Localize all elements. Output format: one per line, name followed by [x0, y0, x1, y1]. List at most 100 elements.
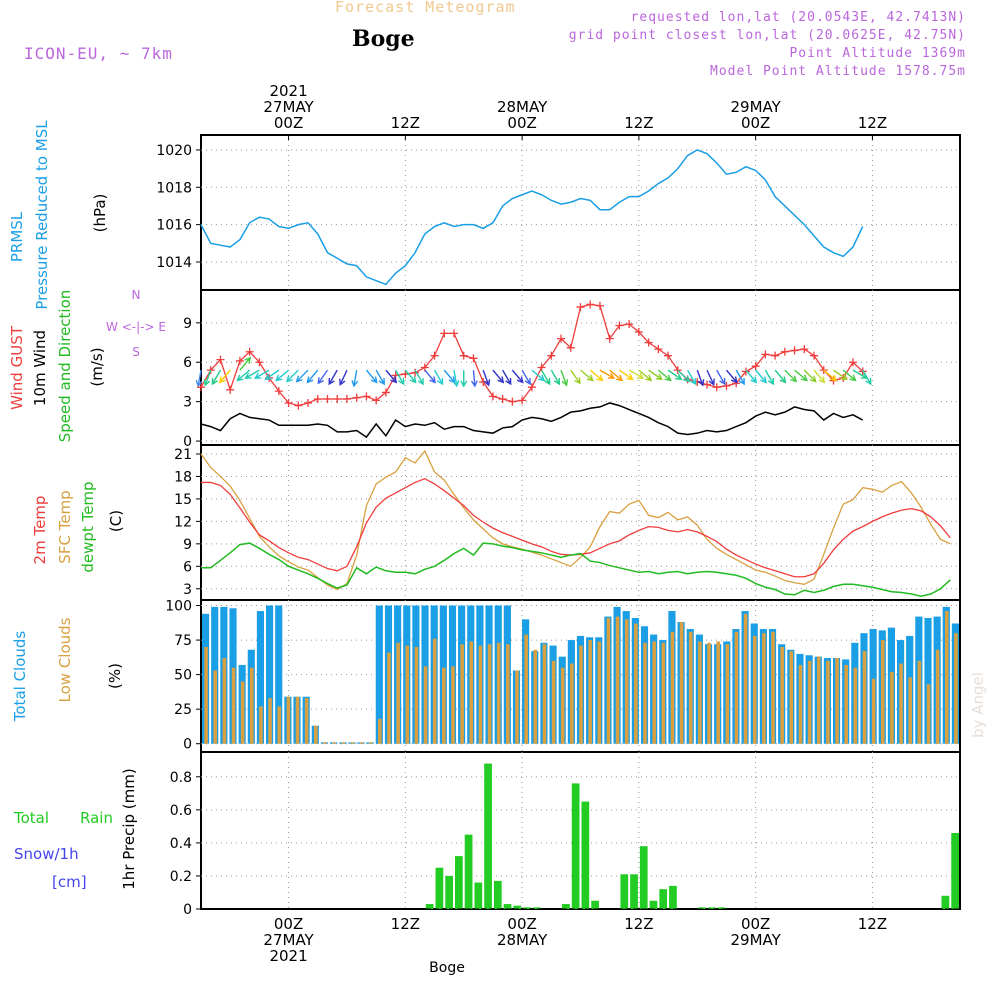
wind-arrowhead [675, 373, 683, 381]
low-cloud-bar [597, 641, 602, 744]
rain-bar [532, 907, 541, 909]
temp-unit-label: (C) [107, 510, 125, 532]
wind-arrow [813, 369, 825, 383]
wind-arrowhead [865, 377, 872, 386]
wind-arrowhead [328, 377, 335, 386]
wind-arrow [560, 369, 568, 386]
low-cloud-bar [414, 646, 419, 744]
rain-bar [659, 889, 668, 909]
gust-marker [313, 395, 322, 404]
wind-arrowhead [452, 379, 460, 388]
wind-arrow [823, 369, 837, 381]
wind-arrow [296, 369, 309, 382]
low-cloud-bar [286, 696, 291, 744]
gust-marker [440, 329, 449, 338]
rain-bar [941, 895, 950, 909]
time-label-top: 27MAY [263, 98, 314, 116]
wind-arrowhead [645, 374, 653, 382]
footer-station: Boge [429, 960, 465, 976]
pressure-ytick-label: 1020 [156, 143, 192, 159]
wind-arrowhead [218, 376, 226, 384]
wind-arrowhead [655, 373, 663, 381]
low-cloud-bar [679, 622, 684, 744]
gust-marker [790, 346, 799, 355]
gust-marker [576, 303, 585, 312]
low-cloud-bar [213, 670, 218, 744]
wind-arrow [395, 369, 405, 385]
low-cloud-bar [661, 642, 666, 744]
low-cloud-bar [359, 742, 364, 744]
rain-bar [717, 907, 726, 909]
gust-marker [245, 347, 254, 356]
wind-frame [200, 289, 961, 446]
wind-arrow [725, 369, 738, 383]
wind-arrow [265, 369, 280, 380]
wind-arrow [328, 369, 338, 385]
wind-arrow [638, 369, 652, 381]
time-label-top: 00Z [507, 114, 536, 132]
rain-bar [698, 907, 706, 909]
wind-arrow [609, 369, 623, 381]
compass-south: S [132, 345, 140, 359]
rain-bar [523, 907, 531, 909]
compass-north: N [132, 288, 141, 302]
low-cloud-bar [789, 651, 794, 744]
wind-arrow [219, 369, 231, 383]
wind-arrowhead [275, 374, 283, 382]
rain-bar [513, 905, 522, 909]
rain-bar [649, 900, 658, 909]
low-cloud-bar [442, 667, 446, 744]
gust-marker [323, 395, 332, 404]
low-cloud-bar [469, 641, 474, 744]
low-cloud-bar [725, 644, 730, 744]
wind-arrowhead [690, 377, 697, 386]
gust-marker [527, 383, 536, 392]
wind-arrow [784, 369, 797, 382]
gust-marker [411, 368, 420, 377]
gust-marker [235, 356, 244, 365]
wind-arrowhead [561, 379, 569, 387]
wind-arrowhead [636, 372, 645, 379]
rain-bar [455, 856, 463, 909]
low-cloud-bar [844, 664, 848, 744]
wind-arrow [803, 369, 817, 382]
wind-arrow [667, 369, 682, 380]
clouds-ytick-label: 50 [174, 668, 192, 684]
wind-arrowhead [719, 377, 726, 386]
wind-arrow [521, 369, 531, 385]
wind-arrow [511, 369, 524, 383]
wind-arrowhead [708, 378, 715, 386]
wind-arrow [482, 369, 490, 386]
gust-marker [255, 358, 264, 367]
gust-marker [780, 347, 789, 356]
gust-marker [615, 321, 624, 330]
wind-arrowhead [524, 377, 531, 386]
low-cloud-bar [798, 664, 803, 744]
sfc-temp-line [200, 449, 951, 591]
low-cloud-bar [506, 644, 510, 744]
clouds-ytick-label: 0 [183, 737, 192, 753]
wind-arrowhead [505, 377, 512, 386]
precip-ytick-label: 0.2 [170, 869, 192, 885]
gust-marker [595, 301, 604, 310]
low-cloud-bar [277, 706, 282, 744]
dewpt-label: dewpt Temp [79, 481, 97, 572]
wind-arrow [502, 369, 512, 385]
wind-arrow [657, 369, 672, 381]
precip-ytick-label: 0.8 [170, 770, 192, 786]
station-title: Boge [352, 26, 415, 52]
low-cloud-bar [240, 681, 245, 744]
wind-arrowhead [615, 374, 624, 382]
wind-arrow [764, 369, 774, 385]
wind-arrow [619, 369, 633, 380]
wind-arrow [842, 369, 856, 381]
low-cloud-bar [551, 660, 556, 744]
pressure-label-long: Pressure Reduced to MSL [33, 120, 51, 310]
wind-arrowhead [211, 377, 218, 386]
low-cloud-bar [862, 651, 867, 744]
gust-marker [216, 355, 225, 364]
time-label-top: 2021 [269, 82, 307, 100]
wind-arrowhead [840, 373, 848, 381]
wind-arrow [414, 369, 424, 385]
wind-arrowhead [351, 379, 359, 388]
